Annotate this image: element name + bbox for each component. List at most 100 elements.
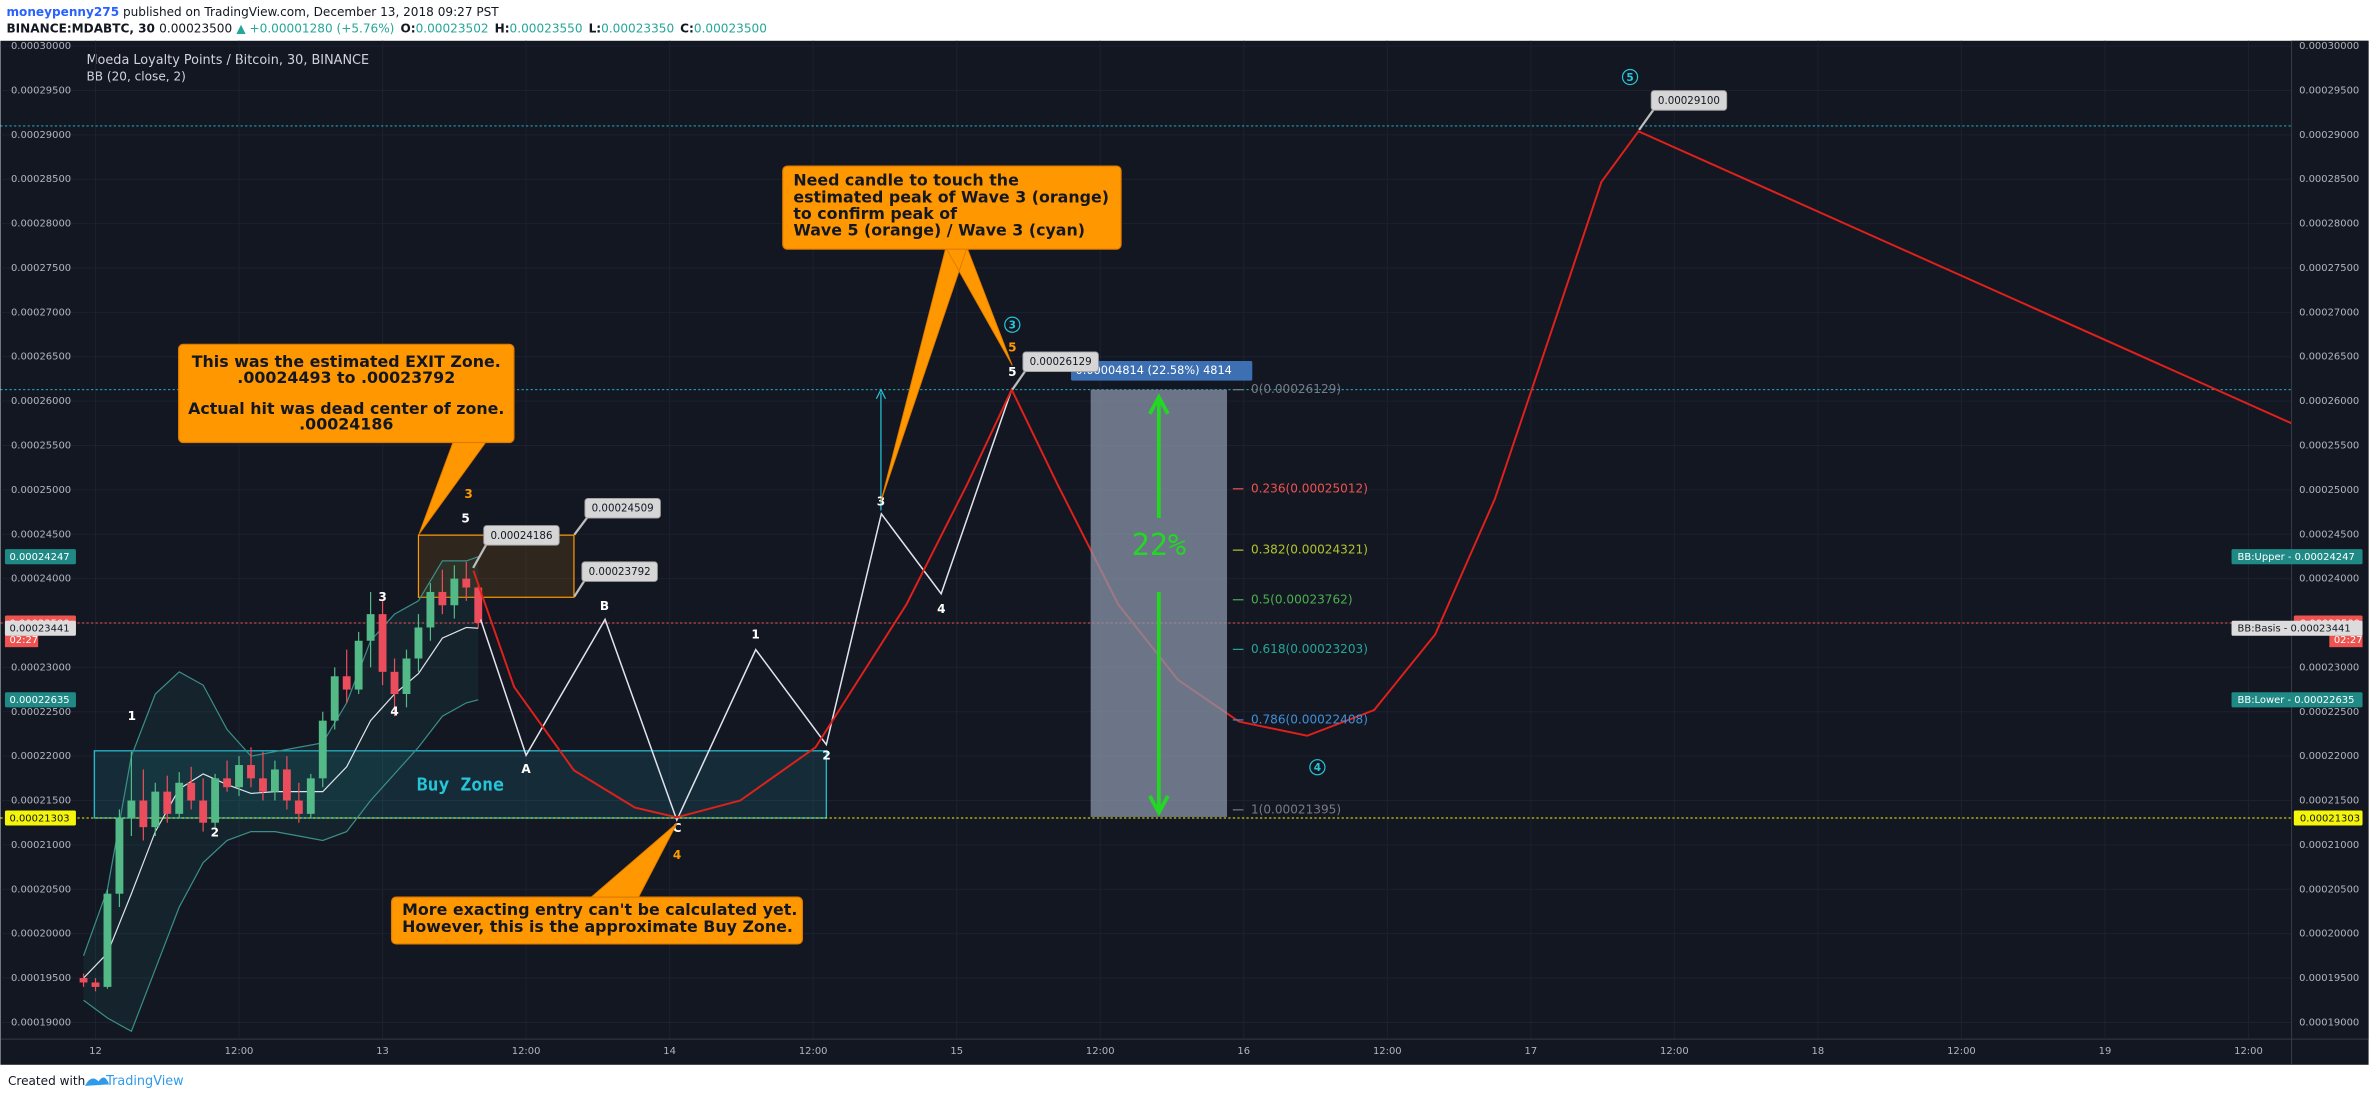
footer-brand: TradingView [105,1074,184,1089]
fib-label: 0.618(0.00023203) [1251,642,1368,656]
x-tick-label: 14 [663,1046,676,1057]
wave-label: 1 [128,709,136,723]
axis-tag-label: 0.00021303 [2300,813,2360,824]
y-tick-label: 0.00021500 [2299,796,2359,807]
y-tick-label: 0.00029000 [11,130,71,141]
down-arrow [1148,592,1170,817]
percent-label: 22% [1132,528,1187,563]
arrow-head [875,388,886,399]
wave-label: 2 [822,748,830,762]
y-tick-label: 0.00023000 [2299,662,2359,673]
y-tick-label: 0.00029500 [11,85,71,96]
x-tick-label: 12:00 [1373,1046,1402,1057]
indicator-legend: BB (20, close, 2) [87,70,186,84]
callout-text: .00024493 to .00023792 [237,368,455,387]
brand-logo [84,1077,110,1086]
wave-label: 3 [464,487,472,501]
axis-tag [4,810,76,826]
bb-fill [83,556,479,1032]
axis-tag-label: 0.00021303 [9,813,69,824]
y-tick-label: 0.00022500 [11,707,71,718]
x-tick-label: 12:00 [1947,1046,1976,1057]
y-tick-label: 0.00019500 [2299,973,2359,984]
x-tick-label: 12:00 [799,1046,828,1057]
candle-body [342,676,351,690]
wave-label: A [521,762,531,776]
callout-text: to confirm peak of [793,204,958,223]
wave-label: 5 [461,511,469,525]
candle-body [211,778,220,823]
wave-label: C [673,821,682,835]
price-callout [1650,90,1728,111]
y-tick-label: 0.00021000 [11,840,71,851]
ohlc-key: L: [589,21,602,35]
candle-body [235,765,243,788]
y-tick-label: 0.00024500 [11,529,71,540]
price-callout-label: 0.00024186 [490,530,552,542]
bb-lower [83,699,479,1033]
y-tick-label: 0.00020000 [2299,929,2359,940]
y-tick-label: 0.00027000 [11,307,71,318]
axis-tag-label: BB:Basis - 0.00023441 [2238,624,2351,635]
candle-body [259,778,267,792]
y-tick-label: 0.00022000 [11,751,71,762]
y-tick-label: 0.00030000 [2299,41,2359,52]
wave-label: 5 [1008,365,1016,379]
buy-zone-label: Buy Zone [417,774,504,795]
x-tick-label: 12 [89,1046,102,1057]
candle-body [330,676,339,721]
callout-text: Wave 5 (orange) / Wave 3 (cyan) [793,221,1085,240]
fib-label: 0.786(0.00022408) [1251,712,1368,726]
ohlc-value: 0.00023500 [694,21,767,35]
candle-body [318,720,327,779]
candle-body [103,893,112,987]
fib-label: 0.382(0.00024321) [1251,543,1368,557]
published: published on TradingView.com, December 1… [123,5,499,19]
bb-upper [82,556,479,957]
callout-text: estimated peak of Wave 3 (orange) [793,187,1109,206]
wave-label: 5 [1626,72,1633,84]
y-tick-label: 0.00028000 [2299,219,2359,230]
ohlc-value: 0.00023502 [416,21,489,35]
wave-label: 3 [877,495,885,509]
callout-box [178,343,515,444]
x-tick-label: 19 [2099,1046,2112,1057]
axis-tag-label: BB:Lower - 0.00022635 [2238,695,2355,706]
callout-pointer [573,579,586,598]
y-tick-label: 0.00019000 [11,1017,71,1028]
y-tick-label: 0.00025500 [11,441,71,452]
author: moneypenny275 [6,5,119,19]
candle-body [438,591,447,606]
y-tick-label: 0.00026500 [11,352,71,363]
y-tick-label: 0.00024000 [2299,574,2359,585]
y-tick-label: 0.00029500 [2299,85,2359,96]
candle-body [426,591,435,628]
candle-body [79,978,88,983]
y-tick-label: 0.00022500 [2299,707,2359,718]
candle-body [270,769,279,792]
ohlc-key: C: [680,21,694,35]
y-tick-label: 0.00021500 [11,796,71,807]
y-tick-label: 0.00027000 [2299,307,2359,318]
x-tick-label: 18 [1812,1046,1825,1057]
candle-body [354,640,363,690]
price-callout-label: 0.00029100 [1658,95,1720,107]
countdown-tag [4,632,39,648]
candle-body [474,587,483,624]
y-tick-label: 0.00023000 [11,662,71,673]
price-callout [1022,351,1099,372]
candle-body [306,778,315,814]
y-tick-label: 0.00025000 [2299,485,2359,496]
candle-body [91,982,100,987]
x-tick-label: 12:00 [2234,1046,2263,1057]
last-price: 0.00023500 [159,21,232,35]
callout-text: Actual hit was dead center of zone. [188,399,504,418]
y-tick-label: 0.00029000 [2299,130,2359,141]
y-tick-label: 0.00020500 [11,884,71,895]
up-arrow [1148,393,1170,519]
candle-body [282,769,291,801]
axis-tag [2231,692,2363,708]
callout-text: However, this is the approximate Buy Zon… [402,917,793,936]
